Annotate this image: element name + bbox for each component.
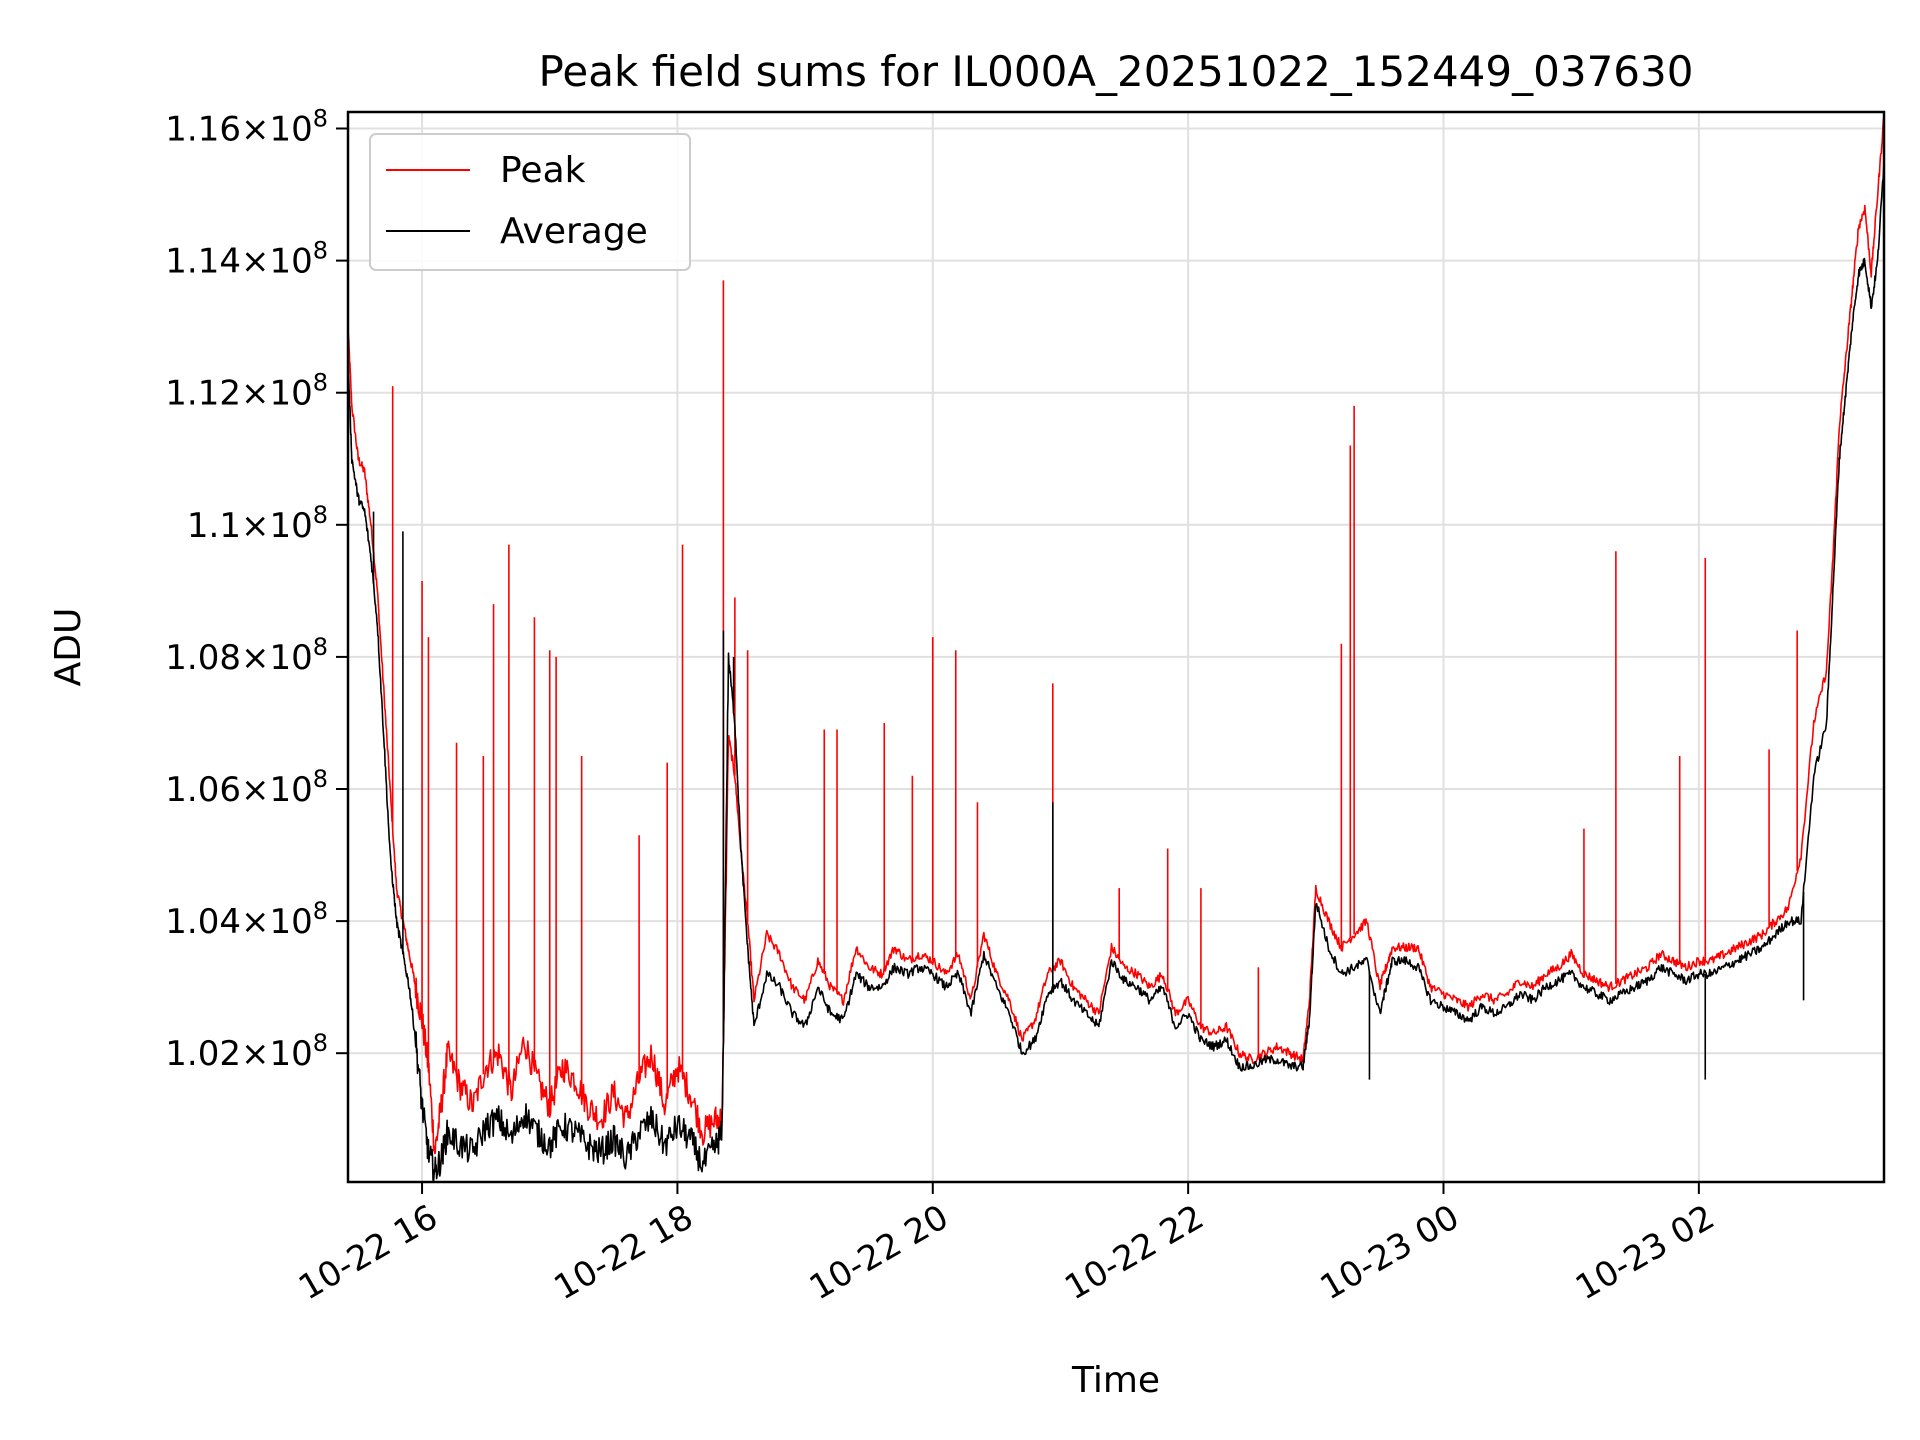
y-tick-label: 1.12×108: [165, 369, 328, 414]
legend-box: [369, 133, 691, 271]
y-tick-label: 1.04×108: [165, 897, 328, 942]
chart-title: Peak field sums for IL000A_20251022_1524…: [539, 47, 1694, 96]
y-tick-label: 1.14×108: [165, 237, 328, 282]
y-tick-label: 1.06×108: [165, 765, 328, 810]
y-axis-label: ADU: [48, 608, 89, 687]
legend-label-peak: Peak: [500, 150, 586, 191]
grid: [348, 112, 1884, 1182]
series-layer: [348, 115, 1884, 1182]
legend-label-average: Average: [500, 211, 648, 252]
y-tick-label: 1.08×108: [165, 633, 328, 678]
plot-frame: [346, 110, 1886, 1184]
legend: Peak Average: [369, 133, 691, 271]
series-average: [348, 161, 1884, 1182]
series-line-peak: [348, 115, 1884, 1155]
y-tick-label: 1.1×108: [187, 501, 328, 546]
y-axis-ticks: 1.02×108 1.04×108 1.06×108 1.08×108 1.1×108 1…: [165, 105, 348, 1074]
series-line-average: [348, 161, 1884, 1182]
x-axis-label: Time: [1071, 1360, 1160, 1401]
y-tick-label: 1.16×108: [165, 105, 328, 150]
series-peak: [348, 115, 1884, 1155]
y-tick-label: 1.02×108: [165, 1029, 328, 1074]
